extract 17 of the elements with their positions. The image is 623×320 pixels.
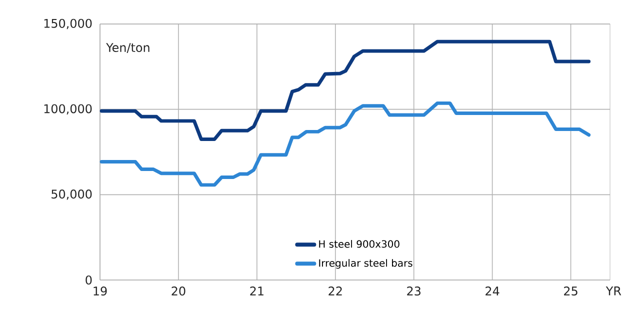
line-series	[100, 101, 591, 187]
x-tick-label: 24	[486, 286, 500, 296]
y-axis-title: Yen/ton	[106, 43, 150, 53]
x-tick-label: 23	[407, 286, 420, 296]
line-series	[100, 40, 591, 141]
x-tick-label: 25	[564, 286, 578, 296]
x-tick-label: 20	[172, 286, 186, 296]
legend-label: H steel 900x300	[319, 240, 400, 248]
x-tick-label: 21	[250, 286, 264, 296]
x-tick-label: 19	[94, 286, 107, 296]
y-tick-label: 150,000	[44, 18, 92, 30]
y-tick-label: 0	[86, 275, 92, 285]
x-tick-label: 22	[328, 286, 342, 296]
y-tick-label: 100,000	[44, 104, 92, 114]
legend-label: Irregular steel bars	[319, 259, 412, 269]
x-axis-title: YR	[606, 286, 622, 296]
y-tick-label: 50,000	[52, 190, 92, 200]
